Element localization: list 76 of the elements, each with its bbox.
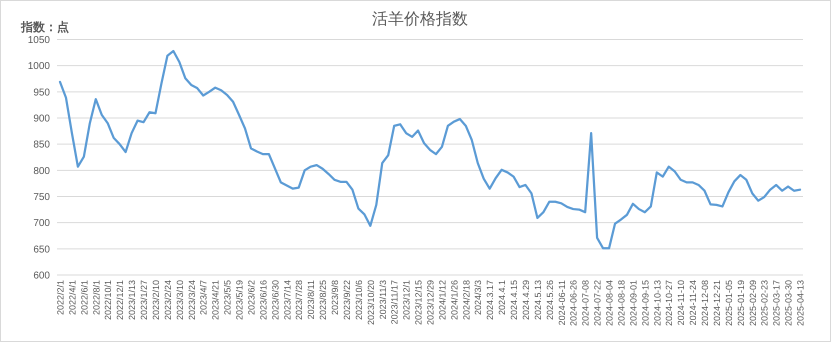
- x-tick-label: 2023/10/20: [366, 280, 376, 326]
- chart-title: 活羊价格指数: [372, 9, 468, 28]
- x-tick-label: 2024-06-11: [556, 280, 567, 326]
- x-tick-label: 2024-11-10: [676, 280, 686, 326]
- x-tick-label: 2025-04-13: [796, 280, 806, 326]
- x-tick-label: 2025-03-30: [784, 280, 794, 326]
- x-tick-label: 2023/6/30: [270, 280, 280, 320]
- x-tick-label: 2023/9/22: [342, 280, 352, 320]
- x-tick-label: 2024-09-15: [640, 280, 650, 326]
- x-tick-label: 2024-07-22: [592, 280, 603, 326]
- x-tick-label: 2023/4/7: [198, 280, 209, 316]
- x-tick-label: 2024/1/12: [437, 280, 448, 320]
- x-tick-label: 2023/5/5: [222, 280, 233, 316]
- x-tick-label: 2023/7/14: [282, 280, 292, 320]
- x-tick-label: 2023/6/2: [246, 280, 256, 316]
- y-tick-label: 800: [33, 166, 50, 177]
- x-tick-label: 2023/12/15: [414, 280, 424, 326]
- y-axis-title: 指数：点: [20, 20, 69, 34]
- x-tick-label: 2024-12-21: [712, 280, 722, 326]
- x-tick-label: 2023/10/6: [354, 280, 364, 320]
- x-tick-label: 2023/11/3: [378, 280, 388, 320]
- x-tick-label: 2024.4.29: [520, 280, 531, 320]
- x-tick-label: 2023/3/24: [186, 280, 197, 320]
- x-tick-label: 2025-03-17: [772, 280, 782, 326]
- x-tick-label: 2022/8/1: [91, 280, 102, 316]
- x-tick-label: 2024-12-08: [700, 280, 710, 326]
- x-tick-label: 2024.5.13: [532, 280, 543, 320]
- y-tick-label: 750: [33, 192, 50, 203]
- x-tick-label: 2023/12/29: [426, 280, 436, 326]
- x-tick-label: 2023/4/21: [210, 280, 221, 320]
- x-tick-label: 2023/3/10: [174, 280, 185, 320]
- y-tick-label: 1000: [28, 61, 50, 72]
- x-tick-label: 2024-10-13: [652, 280, 662, 326]
- x-tick-label: 2023/11/17: [390, 280, 400, 324]
- x-tick-label: 2022/4/1: [67, 280, 78, 316]
- x-tick-label: 2025-01-05: [724, 280, 734, 326]
- x-tick-label: 2024/1/26: [449, 280, 460, 320]
- x-tick-label: 2024.5.26: [544, 280, 555, 320]
- x-tick-label: 2023/6/16: [258, 280, 268, 320]
- x-tick-label: 2024/3/3: [473, 280, 484, 316]
- x-tick-label: 2024-07-08: [580, 280, 591, 326]
- y-tick-label: 850: [33, 140, 50, 151]
- x-tick-label: 2024-09-01: [628, 280, 638, 326]
- x-tick-label: 2023/8/25: [318, 280, 328, 320]
- x-tick-label: 2023/8/11: [306, 280, 316, 320]
- x-tick-label: 2025-01-19: [736, 280, 746, 326]
- x-tick-label: 2023/2/24: [162, 280, 173, 320]
- x-tick-label: 2023/9/8: [330, 280, 340, 316]
- line-series: [58, 50, 802, 250]
- y-tick-label: 700: [33, 218, 50, 230]
- x-tick-label: 2024-06-26: [568, 280, 579, 326]
- x-tick-label: 2025-02-23: [760, 280, 770, 326]
- x-tick-label: 2024-10-27: [664, 280, 674, 326]
- x-tick-label: 2024.4.1: [497, 280, 508, 316]
- x-tick-label: 2022/6/1: [79, 280, 90, 316]
- x-tick-label: 2023/1/27: [139, 280, 150, 320]
- x-tick-label: 2024-08-04: [604, 280, 615, 326]
- x-tick-label: 2023/7/28: [294, 280, 304, 320]
- x-tick-label: 2023/2/10: [150, 280, 161, 320]
- x-tick-label: 2022/10/1: [103, 280, 114, 320]
- x-tick-label: 2024-08-18: [616, 280, 626, 326]
- x-tick-label: 2023/1/13: [127, 280, 138, 320]
- y-tick-label: 600: [33, 270, 50, 282]
- y-tick-label: 900: [33, 114, 50, 124]
- x-tick-label: 2023/12/1: [402, 280, 412, 320]
- x-tick-label: 2024/2/18: [461, 280, 472, 320]
- x-tick-label: 2023/5/19: [234, 280, 245, 320]
- y-tick-label: 650: [33, 244, 50, 256]
- x-tick-label: 2022/2/1: [55, 280, 66, 316]
- x-tick-label: 2024-11-24: [688, 280, 698, 326]
- x-tick-label: 2024.4.15: [509, 280, 520, 320]
- x-tick-label: 2022/12/1: [115, 280, 126, 320]
- x-tick-label: 2025-02-09: [748, 280, 758, 326]
- y-tick-label: 1050: [28, 35, 50, 46]
- y-tick-label: 950: [33, 87, 50, 98]
- x-tick-label: 2024.3.17: [485, 280, 496, 320]
